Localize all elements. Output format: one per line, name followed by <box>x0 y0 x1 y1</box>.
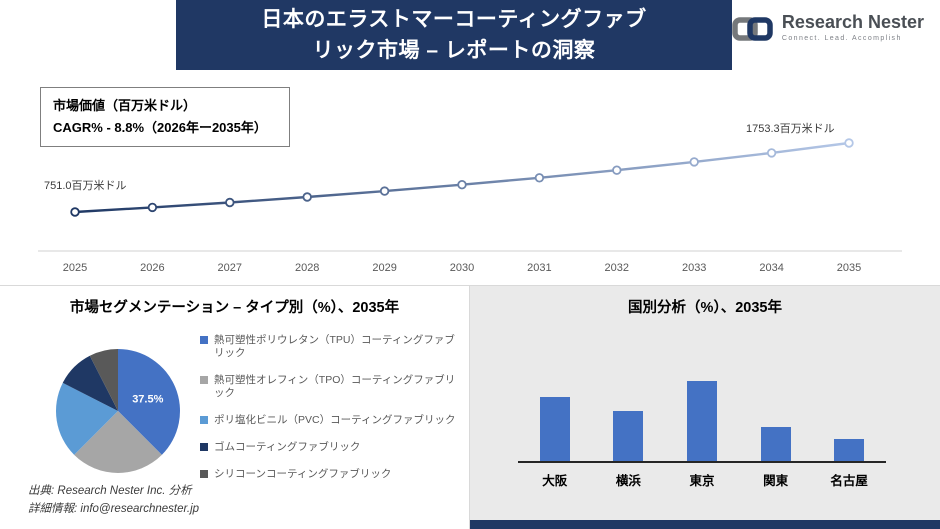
pie-slice <box>89 349 118 411</box>
bar-category-label: 関東 <box>763 474 789 488</box>
bar-column <box>812 439 886 461</box>
source-line: 出典: Research Nester Inc. 分析 <box>28 485 192 497</box>
report-title-line1: 日本のエラストマーコーティングファブ <box>261 8 647 31</box>
x-axis-year-label: 2026 <box>140 262 164 274</box>
legend-item: シリコーンコーティングファブリック <box>200 468 462 481</box>
x-axis-year-label: 2030 <box>450 262 474 274</box>
bar-category-label: 横浜 <box>615 474 641 488</box>
country-analysis-title: 国別分析（%）、2035年 <box>628 300 782 316</box>
line-chart-marker <box>534 173 545 183</box>
line-chart-marker <box>457 179 467 190</box>
bar-plot-area <box>518 343 886 463</box>
x-axis-year-label: 2033 <box>682 262 706 274</box>
pie-slice <box>56 382 118 455</box>
line-chart-marker <box>844 138 854 148</box>
trend-line <box>74 141 850 214</box>
line-chart-marker <box>70 207 80 217</box>
logo-name: Research Nester <box>781 12 924 32</box>
report-title-line2: リック市場 – レポートの洞察 <box>312 39 596 62</box>
segmentation-title: 市場セグメンテーション – タイプ別（%）、2035年 <box>69 300 400 316</box>
pie-slice <box>118 349 180 455</box>
legend-swatch-icon <box>200 443 208 451</box>
x-axis-year-label: 2028 <box>295 262 319 274</box>
legend-swatch-icon <box>200 376 208 384</box>
logo-tagline: Connect. Lead. Accomplish <box>781 35 902 42</box>
bar-category-label: 名古屋 <box>830 474 868 488</box>
line-chart-marker <box>612 165 622 175</box>
bar-axis-labels: 大阪 横浜 東京 関東 名古屋 <box>518 463 886 489</box>
bottom-section: 市場セグメンテーション – タイプ別（%）、2035年 37.5% 熱可塑性ポリ… <box>0 285 940 529</box>
market-value-unit-label: 市場価値（百万米ドル） <box>53 98 197 113</box>
segmentation-pie-chart: 37.5% <box>56 349 180 473</box>
legend-label: ゴムコーティングファブリック <box>214 441 361 453</box>
x-axis-year-label: 2029 <box>372 262 396 274</box>
legend-swatch-icon <box>200 336 208 344</box>
line-end-value-label: 1753.3百万米ドル <box>746 123 835 135</box>
x-axis-year-label: 2032 <box>605 262 629 274</box>
report-title-banner: 日本のエラストマーコーティングファブ リック市場 – レポートの洞察 <box>176 0 732 70</box>
line-chart-marker <box>766 148 777 158</box>
segmentation-panel: 市場セグメンテーション – タイプ別（%）、2035年 37.5% 熱可塑性ポリ… <box>0 286 470 529</box>
bar-column <box>518 397 592 461</box>
legend-label: シリコーンコーティングファブリック <box>214 468 392 480</box>
cagr-label: CAGR% - 8.8%（2026年ー2035年） <box>53 120 267 135</box>
legend-label: 熱可塑性オレフィン（TPO）コーティングファブリック <box>214 374 456 399</box>
bar-column <box>665 381 739 461</box>
bar <box>539 397 570 461</box>
pie-slice <box>74 411 162 473</box>
footer-strip <box>470 520 940 529</box>
research-nester-logo: Research Nester Connect. Lead. Accomplis… <box>731 12 924 44</box>
legend-swatch-icon <box>200 470 208 478</box>
line-chart-marker <box>379 186 390 196</box>
bar-column <box>592 411 666 461</box>
contact-line: 詳細情報: info@researchnester.jp <box>28 502 200 515</box>
legend-item: 熱可塑性オレフィン（TPO）コーティングファブリック <box>200 374 462 400</box>
bar-category-label: 大阪 <box>542 474 568 488</box>
legend-swatch-icon <box>200 416 208 424</box>
legend-item: ゴムコーティングファブリック <box>200 441 462 454</box>
legend-label: ポリ塩化ビニル（PVC）コーティングファブリック <box>214 414 456 426</box>
line-chart-marker <box>689 157 699 167</box>
legend-label: 熱可塑性ポリウレタン（TPU）コーティングファブリック <box>214 334 455 359</box>
bar <box>760 427 791 461</box>
bar <box>686 381 717 461</box>
market-value-line-chart: 2025 2026 2027 2028 2029 2030 2031 2032 2033 2034… <box>38 138 902 274</box>
bar <box>613 411 644 461</box>
bar-category-label: 東京 <box>689 474 715 488</box>
x-axis-year-label: 2031 <box>527 262 551 274</box>
pie-legend: 熱可塑性ポリウレタン（TPU）コーティングファブリック 熱可塑性オレフィン（TPO… <box>200 334 462 495</box>
legend-item: ポリ塩化ビニル（PVC）コーティングファブリック <box>200 414 462 427</box>
line-chart-marker <box>225 197 235 208</box>
x-axis-year-label: 2025 <box>63 262 87 274</box>
x-axis-year-label: 2034 <box>759 262 783 274</box>
link-squares-icon <box>732 17 773 41</box>
source-block: 出典: Research Nester Inc. 分析 詳細情報: info@r… <box>28 483 199 518</box>
line-start-value-label: 751.0百万米ドル <box>44 180 127 192</box>
line-chart-marker <box>302 192 312 202</box>
bar <box>834 439 865 461</box>
bar-column <box>739 427 813 461</box>
country-bar-chart: 大阪 横浜 東京 関東 名古屋 <box>518 343 886 489</box>
line-chart-marker <box>147 202 158 213</box>
legend-item: 熱可塑性ポリウレタン（TPU）コーティングファブリック <box>200 334 462 360</box>
market-value-info-box: 市場価値（百万米ドル） CAGR% - 8.8%（2026年ー2035年） <box>40 87 290 147</box>
pie-data-label: 37.5% <box>132 394 163 406</box>
logo-text: Research Nester Connect. Lead. Accomplis… <box>782 12 924 42</box>
x-axis-year-label: 2035 <box>837 262 861 274</box>
x-axis-year-label: 2027 <box>218 262 242 274</box>
country-analysis-panel: 国別分析（%）、2035年 大阪 横浜 東京 関東 名古屋 <box>470 286 940 529</box>
pie-slice <box>62 355 118 411</box>
